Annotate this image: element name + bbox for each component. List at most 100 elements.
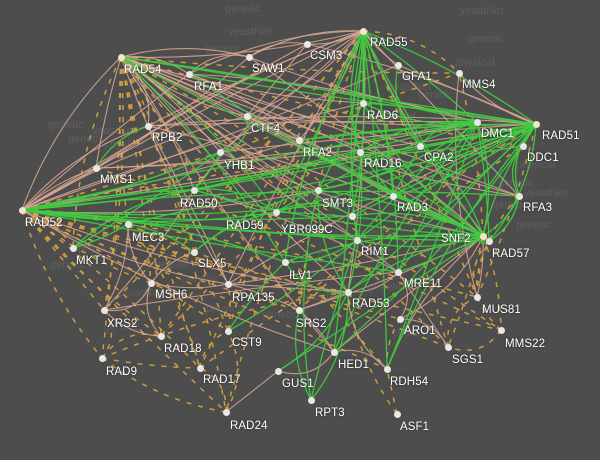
node-ilv1[interactable] (281, 258, 289, 266)
node-label-gfa1: GFA1 (402, 71, 432, 83)
node-rfa1[interactable] (185, 70, 193, 78)
node-rad17[interactable] (196, 364, 204, 372)
edge-yeastnet (362, 30, 394, 197)
node-label-rpa135: RPA135 (232, 292, 275, 304)
node-dmc1[interactable] (473, 118, 481, 126)
node-label-rad6: RAD6 (367, 110, 399, 122)
node-gus1[interactable] (274, 367, 282, 375)
node-label-ctf4: CTF4 (251, 123, 281, 135)
edge-genetic (120, 56, 300, 311)
node-rdh54[interactable] (383, 365, 391, 373)
node-rfa3[interactable] (515, 192, 523, 200)
edge-yeastnet (21, 209, 484, 238)
edge-genetic (225, 30, 364, 413)
node-label-ybr099c: YBR099C (281, 224, 333, 236)
edge-physical (298, 309, 335, 353)
node-rad24[interactable] (222, 408, 230, 416)
edge-yeastnet (193, 189, 484, 237)
edge-genetic (120, 56, 460, 74)
edge-yeastnet (362, 30, 478, 123)
edge-genetic (118, 56, 129, 225)
edge-genetic (225, 330, 239, 413)
node-asf1[interactable] (393, 410, 401, 418)
node-cpa2[interactable] (416, 142, 424, 150)
node-rad53[interactable] (344, 288, 352, 296)
node-rad51[interactable] (532, 120, 540, 128)
node-label-rad24: RAD24 (230, 420, 268, 432)
edge-physical (120, 30, 364, 58)
node-rad57[interactable] (485, 237, 493, 245)
node-rad50[interactable] (190, 186, 198, 194)
watermark-text: genetic (68, 133, 104, 145)
node-label-rfa3: RFA3 (523, 202, 553, 214)
edge-physical (150, 251, 195, 284)
node-aro1[interactable] (396, 315, 404, 323)
edge-yeastnet (392, 145, 421, 197)
node-label-rad52: RAD52 (25, 217, 63, 229)
node-label-rad57: RAD57 (492, 248, 530, 260)
edge-physical (21, 73, 190, 211)
node-gfa1[interactable] (394, 61, 402, 69)
node-rad18[interactable] (157, 332, 165, 340)
node-rad16[interactable] (356, 148, 364, 156)
node-rad52[interactable] (18, 206, 26, 214)
node-rfa2[interactable] (295, 136, 303, 144)
node-rpt3[interactable] (307, 396, 315, 404)
node-rpa135[interactable] (224, 280, 232, 288)
node-label-csm3: CSM3 (310, 50, 343, 62)
edge-genetic (21, 72, 460, 211)
edge-yeastnet (310, 291, 349, 401)
node-rad55[interactable] (359, 27, 367, 35)
edge-physical (147, 116, 537, 127)
node-mus81[interactable] (473, 293, 481, 301)
node-rim1[interactable] (353, 236, 361, 244)
node-ybr099c[interactable] (348, 212, 356, 220)
edge-genetic (101, 357, 227, 413)
node-label-mec3: MEC3 (132, 232, 165, 244)
edge-physical (120, 56, 349, 293)
node-rad59[interactable] (272, 208, 280, 216)
node-cst9[interactable] (224, 327, 232, 335)
node-label-rad54: RAD54 (124, 64, 162, 76)
node-ddc1[interactable] (519, 142, 527, 150)
node-snf2[interactable] (479, 232, 487, 240)
node-smt3[interactable] (314, 186, 322, 194)
edge-physical (95, 121, 478, 169)
edge-physical (458, 72, 537, 125)
watermark-text: genetic (516, 219, 552, 231)
node-rad3[interactable] (389, 192, 397, 200)
node-hed1[interactable] (330, 348, 338, 356)
node-yhb1[interactable] (216, 148, 224, 156)
edge-genetic (458, 72, 484, 237)
node-rad9[interactable] (98, 354, 106, 362)
node-saw1[interactable] (245, 53, 253, 61)
edge-yeastnet (333, 121, 478, 353)
edge-physical (120, 55, 190, 75)
node-mec3[interactable] (124, 220, 132, 228)
node-rad54[interactable] (117, 53, 125, 61)
edge-yeastnet (392, 123, 537, 197)
node-mms1[interactable] (92, 164, 100, 172)
node-mkt1[interactable] (69, 244, 77, 252)
node-label-dmc1: DMC1 (481, 128, 514, 140)
node-slx5[interactable] (190, 248, 198, 256)
node-mms22[interactable] (497, 326, 505, 334)
node-rpb2[interactable] (144, 122, 152, 130)
node-msh6[interactable] (147, 279, 155, 287)
node-mms4[interactable] (455, 69, 463, 77)
node-rad6[interactable] (359, 99, 367, 107)
node-ctf4[interactable] (243, 112, 251, 120)
edge-yeastnet (95, 125, 149, 169)
edge-physical (277, 351, 335, 375)
node-xrs2[interactable] (100, 306, 108, 314)
node-sgs1[interactable] (444, 343, 452, 351)
edge-physical (225, 370, 279, 413)
node-label-aro1: ARO1 (404, 325, 436, 337)
edge-yeastnet (120, 56, 478, 123)
edge-physical (120, 56, 399, 273)
node-csm3[interactable] (303, 40, 311, 48)
node-mre11[interactable] (394, 268, 402, 276)
node-srs2[interactable] (295, 306, 303, 314)
